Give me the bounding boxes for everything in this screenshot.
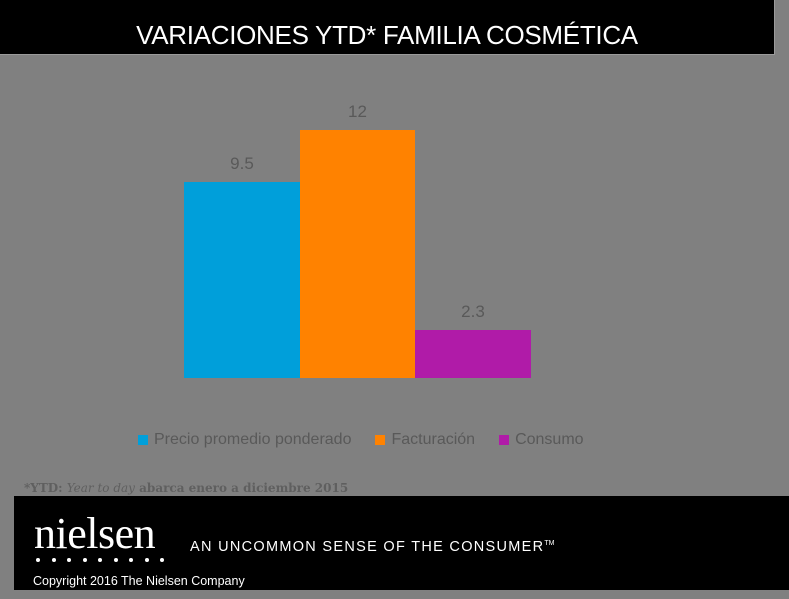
bar-2: [415, 330, 531, 378]
legend-label: Consumo: [515, 431, 584, 448]
chart-title: VARIACIONES YTD* FAMILIA COSMÉTICA: [136, 20, 638, 50]
footnote-rest: abarca enero a diciembre 2015: [134, 481, 349, 495]
legend-item: Consumo: [499, 431, 584, 449]
tagline-text: AN UNCOMMON SENSE OF THE CONSUMER: [190, 539, 545, 555]
logo-dots: [36, 558, 176, 562]
copyright: Copyright 2016 The Nielsen Company: [33, 574, 245, 588]
legend-swatch-icon: [375, 435, 386, 445]
chart-legend: Precio promedio ponderado Facturación Cons…: [138, 430, 608, 450]
bar-value-label: 9.5: [230, 153, 254, 173]
footnote-prefix: *YTD:: [24, 481, 67, 495]
tagline: AN UNCOMMON SENSE OF THE CONSUMERTM: [190, 539, 555, 555]
bar-1: [299, 130, 415, 378]
legend-label: Facturación: [391, 431, 476, 448]
legend-swatch-icon: [138, 435, 148, 445]
trademark: TM: [544, 540, 555, 548]
title-bar: VARIACIONES YTD* FAMILIA COSMÉTICA: [0, 0, 775, 55]
nielsen-logo: nielsen: [34, 509, 156, 558]
legend-item: Facturación: [375, 431, 475, 449]
bar-chart: 9.5 12 2.3: [0, 54, 789, 454]
legend-item: Precio promedio ponderado: [138, 431, 351, 449]
bar-0: [184, 181, 300, 378]
footnote-italic: Year to day: [66, 481, 135, 495]
legend-label: Precio promedio ponderado: [154, 431, 352, 448]
footnote: *YTD: Year to day abarca enero a diciemb…: [24, 481, 348, 495]
legend-swatch-icon: [499, 435, 510, 445]
footer: nielsen AN UNCOMMON SENSE OF THE CONSUME…: [14, 496, 789, 590]
bar-value-label: 12: [348, 102, 367, 121]
bar-value-label: 2.3: [461, 302, 485, 322]
